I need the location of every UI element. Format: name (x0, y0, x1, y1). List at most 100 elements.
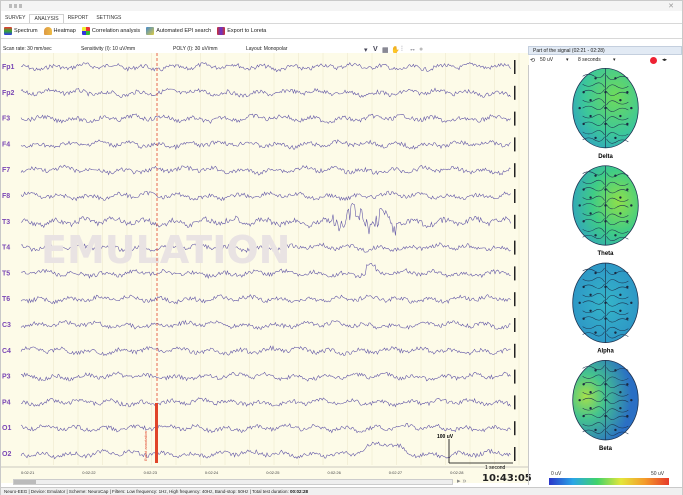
chevron-down-icon[interactable]: ▾ (364, 47, 368, 54)
analysis-ribbon: Spectrum Heatmap Correlation analysis Au… (1, 23, 682, 39)
channel-scale-bar (514, 369, 516, 384)
channel-label-t4[interactable]: T4 (2, 245, 10, 252)
channel-label-fp1[interactable]: Fp1 (2, 64, 15, 71)
refresh-icon[interactable]: ⟲ (530, 58, 536, 64)
channel-label-f4[interactable]: F4 (2, 141, 10, 148)
channel-scale-bar (514, 343, 516, 358)
channel-scale-bar (514, 163, 516, 178)
eeg-trace-c4[interactable] (20, 345, 511, 357)
eeg-trace-f4[interactable] (20, 139, 511, 151)
spectrum-label: Spectrum (14, 28, 38, 34)
time-tick-label: 0:02:24 (205, 470, 219, 475)
channel-label-t5[interactable]: T5 (2, 270, 10, 277)
channel-scale-bar (514, 421, 516, 436)
channel-scale-bar (514, 266, 516, 281)
scan-rate-select[interactable]: Scan rate: 30 mm/sec (3, 46, 52, 52)
channel-label-c3[interactable]: C3 (2, 322, 11, 329)
sensitivity-select[interactable]: Sensitivity (I): 10 uV/mm (81, 46, 136, 52)
eeg-trace-fp2[interactable] (20, 87, 511, 98)
chevron-down-icon[interactable]: ▾ (566, 57, 569, 63)
channel-label-fp2[interactable]: Fp2 (2, 90, 15, 97)
eeg-trace-fp1[interactable] (20, 62, 511, 73)
chevron-down-icon[interactable]: ▾ (613, 57, 616, 63)
channel-label-f8[interactable]: F8 (2, 193, 10, 200)
channel-scale-bar (514, 85, 516, 100)
time-scale-label: 1 second (485, 465, 506, 471)
channel-label-f3[interactable]: F3 (2, 116, 10, 123)
eeg-trace-p3[interactable] (20, 371, 511, 382)
right-panel-toolbar: ⟲ 50 uV ▾ 8 seconds ▾ ◂▸ (528, 56, 682, 66)
brain-map-alpha[interactable]: Alpha (572, 262, 639, 354)
eeg-trace-c3[interactable] (20, 319, 511, 331)
heatmap-button[interactable]: Heatmap (43, 27, 76, 35)
brain-map-label: Theta (598, 251, 615, 257)
status-text: Neuro-EEG | Device: Emulator | Scheme: N… (4, 489, 289, 494)
close-window-icon[interactable]: ✕ (668, 3, 674, 10)
time-tick-label: 0:02:26 (328, 470, 342, 475)
channel-label-p4[interactable]: P4 (2, 399, 11, 406)
next-page-icon[interactable]: ▸ » (457, 478, 467, 485)
stop-icon[interactable] (650, 57, 657, 64)
brain-map-delta[interactable]: Delta (572, 67, 639, 160)
channel-label-p3[interactable]: P3 (2, 374, 11, 381)
eeg-trace-t6[interactable] (20, 294, 511, 305)
poly-select[interactable]: POLY (I): 30 uV/mm (173, 46, 218, 52)
eeg-trace-p4[interactable] (20, 397, 511, 408)
measure-icon[interactable]: ↔ (409, 46, 416, 53)
time-scrollbar[interactable] (13, 479, 453, 485)
channel-label-o1[interactable]: O1 (2, 425, 11, 432)
tab-analysis[interactable]: ANALYSIS (29, 14, 64, 23)
scroll-thumb[interactable] (14, 480, 36, 484)
eeg-trace-f8[interactable] (20, 190, 511, 202)
spectrum-button[interactable]: Spectrum (4, 27, 38, 35)
eeg-trace-o1[interactable] (20, 423, 511, 434)
brain-map-theta[interactable]: Theta (572, 165, 639, 257)
play-icon[interactable]: ◂▸ (662, 57, 668, 63)
time-tick-label: 0:02:21 (21, 470, 35, 475)
color-scale-bar (549, 478, 669, 485)
channel-label-t3[interactable]: T3 (2, 219, 10, 226)
eeg-trace-f7[interactable] (20, 164, 511, 176)
time-tick-label: 0:02:23 (144, 470, 158, 475)
heatmap-label: Heatmap (53, 28, 76, 34)
cursor-icon[interactable]: ⫶ (401, 46, 403, 53)
montage-icon[interactable]: V (373, 46, 378, 53)
channel-label-c4[interactable]: C4 (2, 348, 11, 355)
export-to-loreta-button[interactable]: Export to Loreta (217, 27, 266, 35)
tab-survey[interactable]: SURVEY (5, 15, 26, 21)
channel-label-t6[interactable]: T6 (2, 296, 10, 303)
eeg-trace-t4[interactable] (20, 242, 511, 253)
eeg-background (1, 53, 529, 483)
layout-select[interactable]: Layout: Monopolar (246, 46, 288, 52)
amp-scale-label: 100 uV (437, 434, 454, 440)
amp-select[interactable]: 50 uV (540, 57, 554, 63)
eeg-trace-o2[interactable] (20, 441, 511, 460)
channel-label-o2[interactable]: O2 (2, 451, 11, 458)
tab-report[interactable]: REPORT (67, 15, 89, 21)
channel-scale-bar (514, 447, 516, 461)
channel-scale-bar (514, 111, 516, 126)
epi-search-label: Automated EPI search (156, 28, 212, 34)
eeg-chart[interactable]: Fp1 Fp2 F3 F4 F7 F8 T3 T4 T5 T6 C3 C4 P3 P4 O1 O2 0:02:… (1, 53, 529, 483)
correlation-analysis-button[interactable]: Correlation analysis (81, 27, 140, 35)
eeg-trace-t5[interactable] (20, 262, 511, 279)
channel-scale-bar (514, 318, 516, 332)
automated-epi-search-button[interactable]: Automated EPI search (146, 27, 211, 35)
right-panel-title: Part of the signal (02:21 - 02:28) (528, 46, 682, 55)
time-tick-label: 0:02:25 (266, 470, 280, 475)
dot-icon[interactable]: ● (419, 46, 424, 53)
brain-map-beta[interactable]: Beta (572, 360, 639, 452)
app-menu-icon[interactable] (9, 4, 23, 8)
channel-label-f7[interactable]: F7 (2, 167, 10, 174)
channel-scale-bar (514, 292, 516, 307)
grid-icon[interactable]: ▦ (382, 47, 389, 54)
time-tick-label: 0:02:22 (82, 470, 96, 475)
event-marker-bar[interactable] (155, 403, 158, 463)
eeg-trace-t3[interactable] (20, 202, 511, 236)
watermark-text: EMULATION (41, 228, 290, 272)
tab-settings[interactable]: SETTINGS (96, 15, 122, 21)
window-select[interactable]: 8 seconds (578, 57, 601, 63)
hand-icon[interactable]: ✋ (391, 47, 400, 54)
eeg-trace-f3[interactable] (20, 113, 511, 124)
